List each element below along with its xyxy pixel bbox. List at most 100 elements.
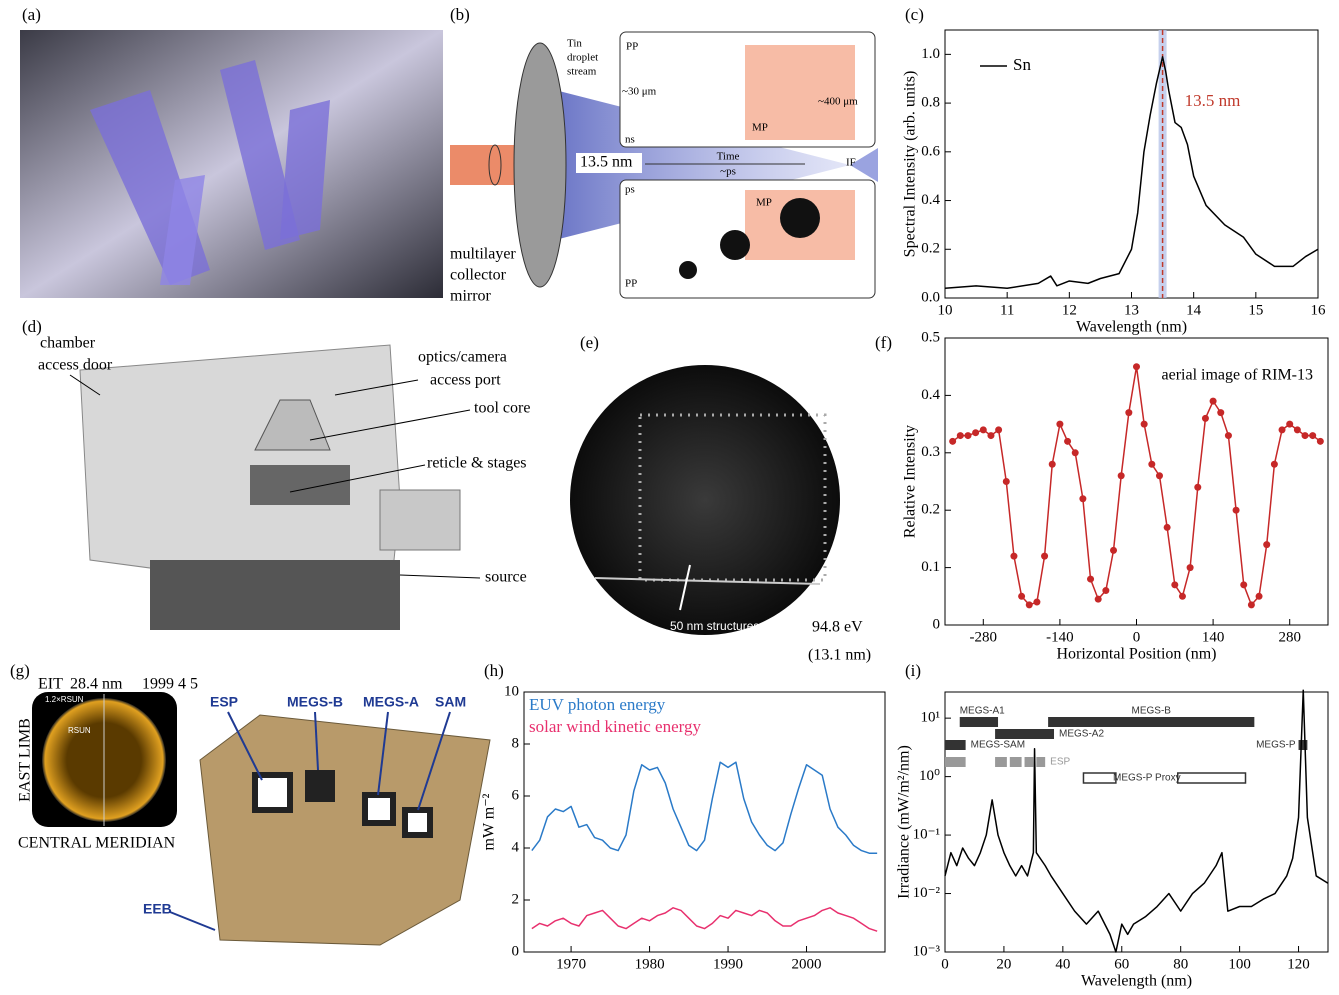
panel-label: (g) [10,661,30,680]
data-point [995,426,1002,433]
label: chamber [40,335,96,352]
instrument-band [1299,740,1308,750]
data-point [1133,363,1140,370]
label: PP [626,41,638,53]
y-axis-label: mW m⁻² [481,793,498,850]
x-tick-label: -280 [970,629,998,645]
data-point [1302,432,1309,439]
label: SAM [435,694,466,710]
y-axis-label: Irradiance (mW/m²/nm) [896,745,913,899]
label: 28.4 nm [70,676,123,693]
label: EAST LIMB [17,718,34,802]
data-point [1202,415,1209,422]
label: Tin [567,38,582,50]
esp-aperture [255,775,290,810]
y-tick-label: 0 [933,616,941,632]
data-point [1156,472,1163,479]
instrument-band [995,757,1007,767]
y-tick-label: 10⁻² [913,885,941,901]
data-point [1286,421,1293,428]
panel-label: (e) [580,333,599,352]
x-tick-label: 280 [1278,629,1301,645]
y-tick-label: 0.2 [921,502,940,518]
data-point [1010,553,1017,560]
data-point [980,426,987,433]
panel-label: (a) [22,5,41,24]
label: stream [567,66,597,78]
x-tick-label: 11 [1000,302,1014,318]
y-tick-label: 8 [512,735,520,751]
band-label: MEGS-P Proxy [1113,773,1181,784]
data-point [1033,599,1040,606]
x-tick-label: 16 [1311,302,1327,318]
label: 13.5 nm [580,154,633,171]
label: ~400 μm [818,96,858,108]
data-point [964,432,971,439]
x-tick-label: 60 [1114,956,1129,972]
label: IF [846,157,856,169]
label: PP [625,278,637,290]
series-line [532,908,877,931]
data-point [1018,593,1025,600]
data-point [1256,593,1263,600]
series-line [953,367,1321,605]
data-point [1056,421,1063,428]
y-tick-label: 4 [512,839,520,855]
data-point [1141,421,1148,428]
data-point [1079,495,1086,502]
data-point [1317,438,1324,445]
label: ~ps [720,166,736,178]
band-label: ESP [1050,757,1070,768]
panel-label: (c) [905,5,924,24]
label: tool core [474,400,530,417]
y-tick-label: 0 [512,943,520,959]
data-point [1271,461,1278,468]
label: source [485,569,527,586]
panel-d: (d) chamber access door optics/camera ac… [22,317,530,630]
label: ESP [210,694,238,710]
x-tick-label: 40 [1055,956,1070,972]
x-tick-label: 0 [941,956,949,972]
x-tick-label: 1980 [635,956,665,972]
x-tick-label: 80 [1173,956,1188,972]
panel-label: (d) [22,317,42,336]
source-unit [380,490,460,550]
base [150,560,400,630]
droplet [720,230,750,260]
y-tick-label: 10 [504,683,519,699]
label: EEB [143,901,172,917]
label: access door [38,357,113,374]
x-tick-label: 0 [1133,629,1141,645]
data-point [1102,587,1109,594]
label: droplet [567,52,598,64]
data-point [1294,426,1301,433]
label: ps [625,184,635,196]
data-point [1279,426,1286,433]
y-tick-label: 0.5 [921,329,940,345]
data-point [1309,432,1316,439]
label: 50 nm structures [670,619,759,633]
data-point [972,429,979,436]
band-label: MEGS-P [1256,740,1296,751]
instrument-band [1048,717,1254,727]
panel-label: (i) [905,661,921,680]
y-tick-label: 0.4 [921,192,940,208]
data-point [1210,398,1217,405]
label: 94.8 eV [812,619,863,636]
data-point [1087,576,1094,583]
label: 1.2×RSUN [45,695,84,704]
droplet [679,261,697,279]
instrument-band [1178,773,1246,783]
panel-b: (b) Tin droplet stream multilayer collec… [450,5,878,305]
reference-label: 13.5 nm [1185,91,1241,110]
x-tick-label: 140 [1202,629,1225,645]
data-point [949,438,956,445]
instrument-band [945,740,966,750]
legend-label: Sn [1013,55,1031,74]
data-point [1110,547,1117,554]
label: CENTRAL MERIDIAN [18,835,176,852]
droplet [780,198,820,238]
band-label: MEGS-A2 [1059,729,1104,740]
instrument-band [1010,757,1022,767]
panel-label: (f) [875,333,892,352]
